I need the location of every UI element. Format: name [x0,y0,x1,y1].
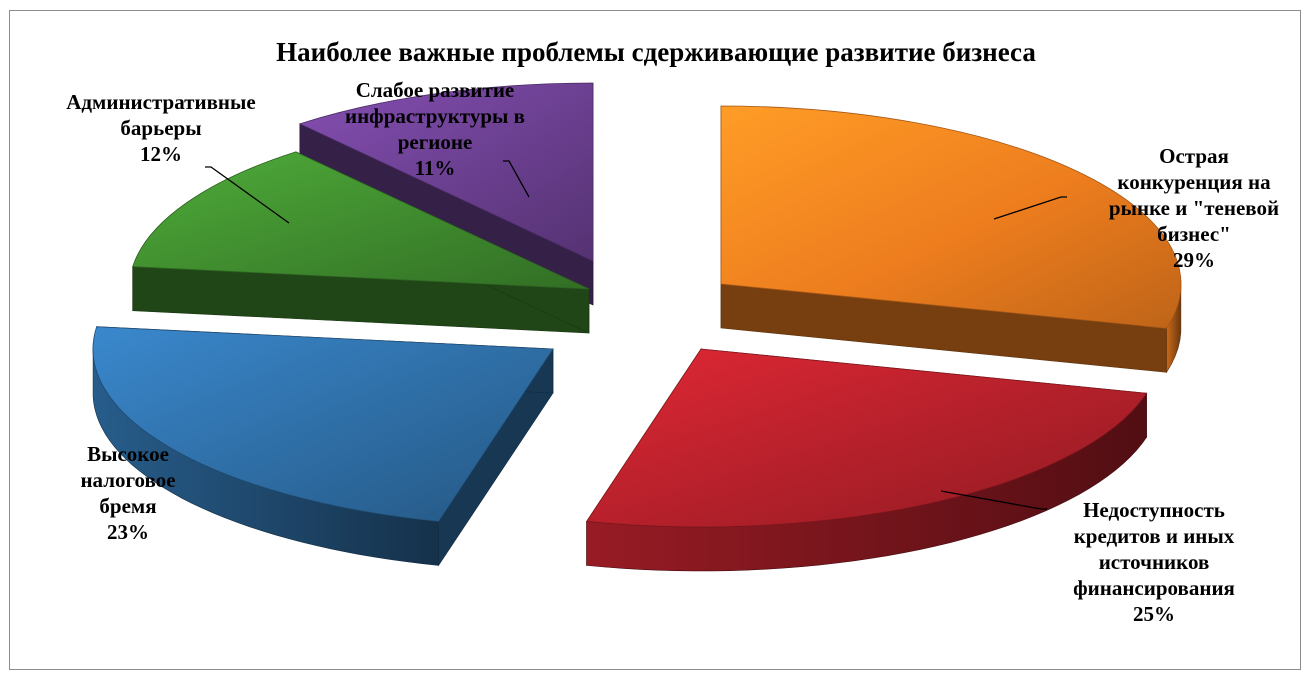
leader-line-1 [940,490,1047,510]
pie-slice-2 [92,326,554,567]
slice-label-1: Недоступность кредитов и иных источников фи… [1073,498,1235,626]
chart-title: Наиболее важные проблемы сдерживающие ра… [276,37,1036,67]
leader-line-3 [205,166,290,224]
slice-label-0: Острая конкуренция на рынке и "теневой бизн… [1109,144,1279,272]
leader-line-4 [503,160,530,198]
pie-slice-3 [132,151,590,334]
slice-label-3: Административные барьеры 12% [66,90,256,166]
pie-chart: Наиболее важные проблемы сдерживающие ра… [66,37,1279,626]
pie-slice-0 [720,105,1182,374]
leader-line-0 [993,196,1067,220]
slice-label-4: Слабое развитие инфраструктуры в регионе 11… [345,78,525,180]
slice-label-2: Высокое налоговое бремя 23% [80,442,175,544]
pie-slice-1 [585,348,1148,572]
chart-frame: Наиболее важные проблемы сдерживающие ра… [9,10,1301,670]
